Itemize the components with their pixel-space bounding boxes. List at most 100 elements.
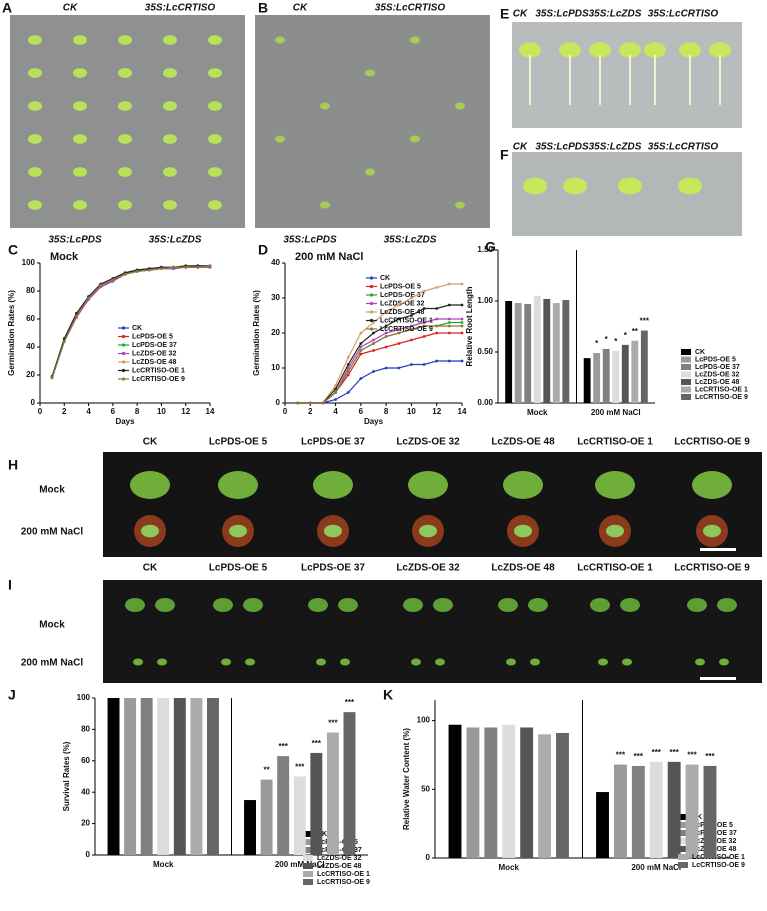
- point: [422, 335, 426, 338]
- photo-label: 35S:LcZDS: [384, 235, 437, 246]
- y-tick-label: 80: [81, 725, 90, 734]
- seedling: [455, 201, 465, 209]
- legend-label: LcZDS-OE 32: [317, 855, 361, 862]
- point: [372, 370, 375, 373]
- legend-label: LcZDS-OE 32: [132, 350, 176, 357]
- point: [460, 331, 464, 335]
- photo-label: CK: [293, 3, 308, 14]
- point: [460, 303, 464, 307]
- x-axis-label: Days: [364, 417, 384, 426]
- legend-swatch: [681, 394, 691, 400]
- legend-label: LcPDS-OE 37: [317, 847, 362, 854]
- seedling: [622, 658, 632, 666]
- seedling: [589, 42, 611, 58]
- point: [208, 264, 212, 268]
- y-tick-label: 40: [271, 258, 280, 267]
- photo-label: 35S:LcPDS: [48, 235, 102, 246]
- point: [410, 363, 413, 366]
- point: [422, 324, 426, 328]
- seedling: [419, 524, 437, 538]
- significance: ***: [328, 719, 338, 728]
- bar: [277, 756, 290, 855]
- point: [372, 321, 375, 324]
- point: [62, 340, 66, 343]
- point: [435, 317, 439, 321]
- point: [196, 265, 200, 269]
- significance: ***: [279, 742, 289, 751]
- y-tick-label: 10: [271, 363, 280, 372]
- point: [422, 307, 426, 310]
- column-label: LcPDS-OE 37: [301, 437, 365, 448]
- significance: ***: [312, 739, 322, 748]
- y-tick-label: 60: [26, 314, 35, 323]
- seedling: [118, 167, 132, 177]
- x-tick-label: Mock: [499, 863, 520, 872]
- photo-label: CK: [63, 3, 78, 14]
- seedling: [618, 177, 642, 195]
- photo-a: [10, 15, 245, 228]
- legend-marker: [121, 334, 126, 339]
- point: [384, 335, 388, 338]
- legend-swatch: [303, 863, 313, 869]
- significance: ***: [652, 748, 662, 757]
- seedling: [118, 134, 132, 144]
- legend-swatch: [678, 846, 688, 852]
- y-tick-label: 1.00: [477, 296, 493, 305]
- legend-marker: [369, 276, 374, 280]
- point: [99, 284, 103, 287]
- seedling: [598, 658, 608, 666]
- bar: [593, 353, 601, 403]
- seedling: [28, 68, 42, 78]
- x-tick-label: 6: [111, 407, 116, 416]
- y-tick-label: 20: [26, 370, 35, 379]
- x-tick-label: 2: [62, 407, 67, 416]
- point: [359, 349, 363, 352]
- bar: [621, 344, 629, 403]
- legend-label: LcZDS-OE 32: [695, 371, 739, 378]
- y-tick-label: 60: [81, 756, 90, 765]
- significance: *: [614, 337, 618, 346]
- bar: [533, 295, 541, 403]
- significance: *: [605, 335, 609, 344]
- seedling: [365, 168, 375, 176]
- seedling: [503, 471, 543, 499]
- x-tick-label: 200 mM NaCl: [631, 863, 681, 872]
- y-tick-label: 0.00: [477, 398, 493, 407]
- point: [410, 324, 413, 328]
- legend-label: CK: [380, 275, 390, 282]
- point: [50, 376, 54, 380]
- significance: *: [624, 331, 628, 340]
- significance: ***: [295, 763, 305, 772]
- series-line: [297, 325, 462, 404]
- seedling: [73, 101, 87, 111]
- seedling: [208, 200, 222, 210]
- point: [172, 265, 175, 269]
- bar: [667, 761, 681, 858]
- seedling: [563, 177, 587, 195]
- seedling: [320, 201, 330, 209]
- legend-swatch: [681, 356, 691, 363]
- seedling: [340, 658, 350, 666]
- y-tick-label: 1.50: [477, 245, 493, 254]
- point: [460, 324, 464, 328]
- y-tick-label: 100: [22, 258, 36, 267]
- column-label: LcZDS-OE 32: [396, 563, 460, 574]
- seedling: [410, 36, 420, 44]
- point: [334, 384, 337, 387]
- x-tick-label: 10: [157, 407, 166, 416]
- seedling: [157, 658, 167, 666]
- x-tick-label: 4: [333, 407, 338, 416]
- point: [346, 391, 350, 394]
- y-tick-label: 0: [276, 398, 281, 407]
- point: [384, 366, 388, 370]
- column-label: LcCRTISO-OE 9: [674, 563, 750, 574]
- point: [435, 307, 439, 310]
- seedling: [692, 471, 732, 499]
- seedling: [620, 598, 640, 612]
- point: [410, 338, 413, 342]
- significance: ***: [705, 752, 715, 761]
- seedling: [559, 42, 581, 58]
- legend-swatch: [681, 364, 691, 370]
- point: [359, 377, 363, 380]
- x-tick-label: Mock: [153, 860, 174, 869]
